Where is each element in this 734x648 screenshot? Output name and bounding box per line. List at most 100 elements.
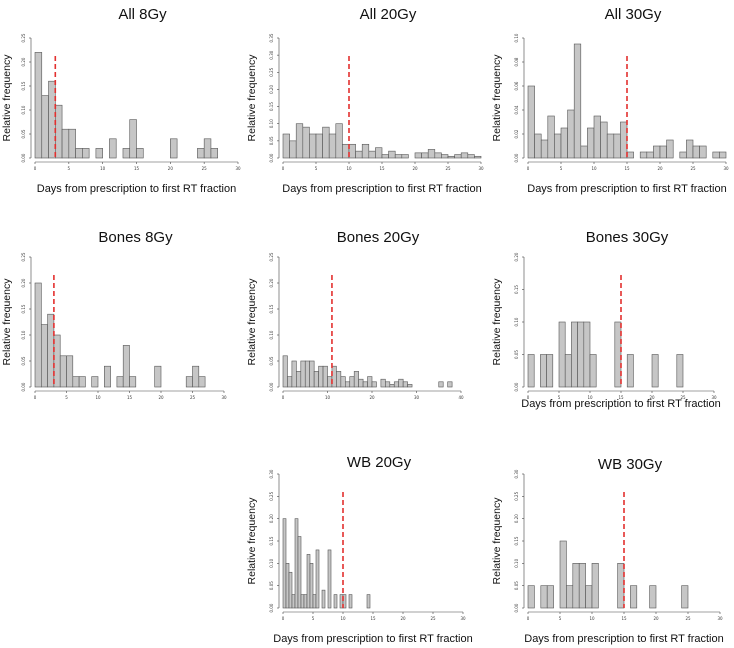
histogram-wb-20gy: WB 20Gy Relative frequency Days from presc… (245, 432, 489, 648)
histogram-bar (414, 152, 422, 159)
histogram-bar (335, 123, 343, 159)
histogram-bar (434, 152, 442, 159)
y-tick-label: 0.10 (269, 119, 274, 128)
x-tick-label: 15 (379, 166, 385, 171)
x-tick-label: 15 (134, 166, 140, 171)
x-tick-label: 20 (369, 395, 375, 400)
y-axis-label: Relative frequency (1, 54, 13, 142)
histogram-bar (447, 381, 453, 388)
histogram-bar (712, 151, 720, 159)
histogram-bar (313, 371, 319, 388)
histogram-bar (460, 152, 469, 159)
x-tick-label: 0 (527, 166, 530, 171)
chart-svg: Bones 20Gy Relative frequency 0.00 0.05 0.10… (246, 229, 464, 400)
histogram-bar (40, 324, 48, 388)
histogram-bar (362, 381, 368, 388)
histogram-bar (600, 121, 608, 159)
histogram-all-30gy: All 30Gy Relative frequency Days from pres… (490, 0, 734, 210)
y-tick-label: 0.25 (269, 491, 274, 500)
histogram-bar (170, 138, 178, 159)
histogram-bar (291, 594, 296, 609)
histogram-bar (559, 540, 567, 609)
histogram-bar (355, 150, 363, 159)
x-axis-label: Days from prescription to first RT fract… (527, 183, 727, 195)
y-axis-label: Relative frequency (1, 278, 13, 366)
histogram-bar (527, 85, 535, 159)
x-tick-label: 5 (315, 166, 318, 171)
histogram-bar (587, 127, 595, 159)
x-tick-label: 25 (690, 166, 696, 171)
histogram-bar (646, 151, 654, 159)
chart-title: All 30Gy (605, 6, 662, 23)
x-tick-label: 5 (560, 166, 563, 171)
histogram-bar (34, 52, 43, 159)
histogram-bar (309, 133, 317, 159)
x-tick-label: 15 (618, 395, 624, 400)
histogram-bar (154, 365, 162, 388)
chart-svg: WB 30Gy Relative frequency Days from presc… (491, 456, 724, 645)
histogram-bar (381, 154, 389, 159)
x-axis-label: Days from prescription to first RT fract… (273, 633, 473, 645)
x-tick-label: 10 (95, 395, 101, 400)
y-tick-label: 0.00 (269, 153, 274, 162)
x-tick-label: 15 (624, 166, 630, 171)
histogram-bar (78, 376, 86, 388)
x-tick-label: 10 (589, 616, 595, 621)
histogram-bar (358, 378, 364, 388)
x-tick-label: 30 (711, 395, 717, 400)
histogram-bar (302, 126, 310, 159)
chart-svg: All 20Gy Relative frequency Days from pres… (246, 6, 484, 195)
histogram-bar (585, 585, 593, 609)
histogram-bar (192, 365, 200, 388)
x-tick-label: 15 (621, 616, 627, 621)
histogram-bar (318, 365, 324, 388)
y-tick-label: 0.05 (21, 356, 26, 365)
histogram-bar (322, 365, 328, 388)
histogram-bar (66, 355, 74, 388)
x-tick-label: 10 (340, 616, 346, 621)
histogram-bar (333, 594, 338, 609)
histogram-bar (282, 133, 290, 159)
x-tick-label: 15 (370, 616, 376, 621)
histogram-bar (185, 376, 193, 388)
y-tick-label: 0.10 (514, 558, 519, 567)
histogram-bar (567, 109, 575, 159)
x-tick-label: 25 (445, 166, 451, 171)
histogram-bar (398, 378, 404, 388)
y-tick-label: 0.05 (269, 581, 274, 590)
y-tick-label: 0.30 (269, 50, 274, 59)
y-tick-label: 0.00 (269, 603, 274, 612)
histogram-bar (566, 585, 574, 609)
y-tick-label: 0.15 (21, 81, 26, 90)
histogram-bar (300, 360, 306, 388)
chart-title: All 8Gy (118, 6, 167, 23)
y-tick-label: 0.15 (269, 304, 274, 313)
histogram-bar (534, 133, 542, 159)
y-tick-label: 0.20 (514, 252, 519, 261)
histogram-bar (348, 143, 356, 159)
y-axis-label: Relative frequency (491, 54, 503, 142)
histogram-bar (72, 376, 80, 388)
y-axis-label: Relative frequency (246, 497, 258, 585)
chart-svg: WB 20Gy Relative frequency Days from presc… (246, 454, 473, 645)
histogram-bar (540, 139, 549, 159)
histogram-bar (47, 313, 55, 388)
histogram-bar (578, 563, 586, 609)
histogram-bar (554, 133, 562, 159)
x-axis-label: Days from prescription to first RT fract… (524, 633, 724, 645)
histogram-bar (380, 378, 386, 388)
y-tick-label: 0.15 (514, 536, 519, 545)
x-tick-label: 30 (235, 166, 241, 171)
histogram-bar (564, 354, 572, 388)
x-tick-label: 25 (685, 616, 691, 621)
histogram-bar (53, 334, 61, 388)
x-tick-label: 20 (657, 166, 663, 171)
histogram-bar (580, 145, 588, 159)
x-tick-label: 25 (680, 395, 686, 400)
y-tick-label: 0.10 (514, 33, 519, 42)
histogram-bar (116, 376, 124, 388)
histogram-bar (659, 145, 667, 159)
histogram-bar (402, 381, 408, 388)
histogram-bar (626, 151, 634, 159)
chart-title: Bones 8Gy (98, 229, 173, 246)
